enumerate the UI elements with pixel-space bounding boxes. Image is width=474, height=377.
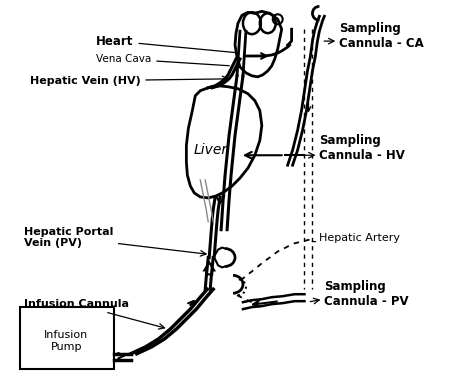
Bar bbox=[19, 307, 114, 369]
Text: Hepatic Vein (HV): Hepatic Vein (HV) bbox=[29, 76, 228, 86]
Text: Hepatic Portal
Vein (PV): Hepatic Portal Vein (PV) bbox=[24, 227, 206, 256]
Text: Sampling
Cannula - PV: Sampling Cannula - PV bbox=[324, 280, 409, 308]
Text: Infusion Cannula: Infusion Cannula bbox=[24, 299, 164, 329]
FancyArrow shape bbox=[204, 262, 214, 274]
Text: Liver: Liver bbox=[193, 143, 227, 157]
Text: Sampling
Cannula - HV: Sampling Cannula - HV bbox=[319, 134, 405, 162]
Text: Vena Cava: Vena Cava bbox=[96, 54, 229, 66]
Text: Hepatic Artery: Hepatic Artery bbox=[319, 233, 401, 243]
Text: Heart: Heart bbox=[96, 35, 237, 53]
Text: Infusion
Pump: Infusion Pump bbox=[44, 330, 88, 352]
Text: Sampling
Cannula - CA: Sampling Cannula - CA bbox=[339, 22, 424, 50]
